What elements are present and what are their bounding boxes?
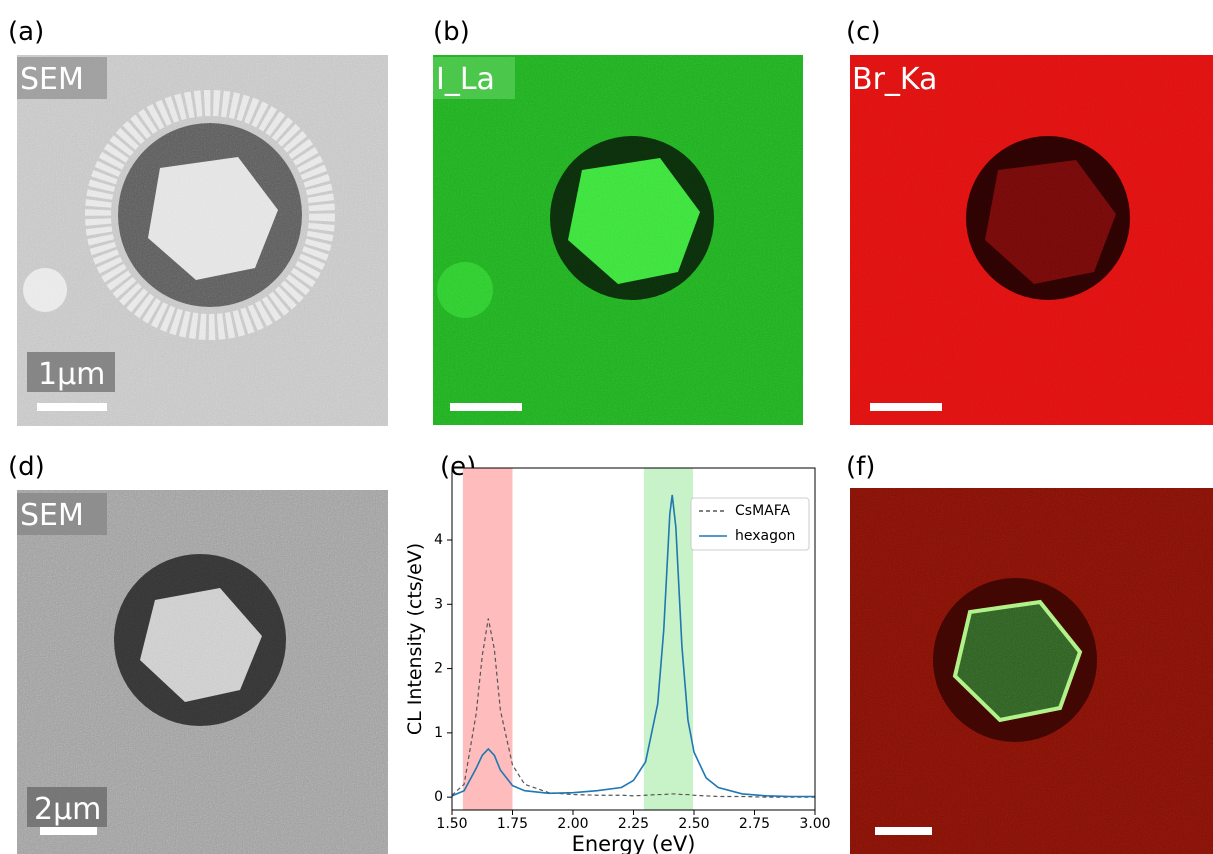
y-axis-label: CL Intensity (cts/eV) (404, 543, 426, 735)
image-label: Br_Ka (852, 62, 937, 97)
x-tick-label: 2.00 (557, 816, 588, 832)
legend: CsMAFA hexagon (691, 498, 809, 550)
y-tick-label: 1 (434, 725, 443, 741)
y-tick-label: 4 (434, 532, 443, 548)
y-tick-label: 0 (434, 789, 443, 805)
legend-label: hexagon (735, 528, 795, 544)
scale-label: 1µm (38, 357, 105, 392)
bromine-map: Br_Ka (850, 55, 1213, 425)
image-label: SEM (20, 62, 84, 97)
legend-label: CsMAFA (735, 503, 790, 519)
spectrum-chart: 1.50 1.75 2.00 2.25 2.50 2.75 3.00 0 1 2 3 4 Energy … (404, 468, 831, 854)
x-tick-label: 2.25 (618, 816, 649, 832)
sem-image: SEM 1µm (17, 55, 388, 426)
panel-tag: (f) (846, 452, 875, 482)
scale-label: 2µm (34, 792, 101, 827)
y-tick-label: 2 (434, 661, 443, 677)
image-label: SEM (20, 498, 84, 533)
x-tick-label: 2.75 (739, 816, 770, 832)
panel-tag: (b) (433, 17, 470, 47)
image-label: I_La (436, 62, 495, 97)
x-tick-label: 3.00 (799, 816, 830, 832)
cl-map (850, 488, 1213, 854)
x-axis-label: Energy (eV) (572, 832, 696, 854)
panel-tag: (d) (8, 452, 45, 482)
x-tick-label: 1.50 (436, 816, 467, 832)
panel-tag: (a) (8, 17, 44, 47)
x-tick-label: 2.50 (678, 816, 709, 832)
figure: (a) (b) (c) (d) (e) (f) SEM 1µm I_La Br_… (0, 0, 1213, 854)
iodine-map: I_La (433, 55, 803, 425)
y-tick-label: 3 (434, 596, 443, 612)
x-tick-label: 1.75 (497, 816, 528, 832)
panel-tag: (c) (846, 17, 881, 47)
sem-image: SEM 2µm (17, 490, 388, 854)
highlight-band (644, 468, 693, 810)
highlight-band (463, 468, 513, 810)
